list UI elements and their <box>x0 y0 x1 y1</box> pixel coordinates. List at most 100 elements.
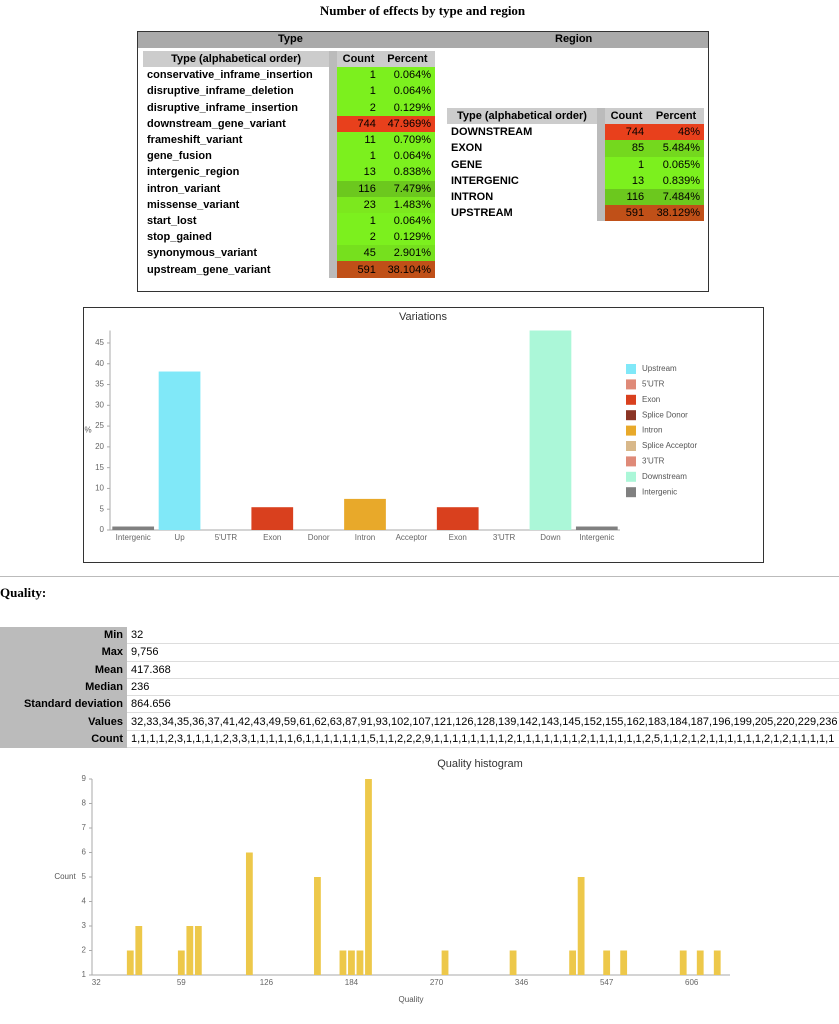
gap <box>329 115 338 132</box>
type-name: missense_variant <box>143 196 330 213</box>
row: disruptive_inframe_insertion 2 0.129% <box>143 99 435 116</box>
legend-swatch <box>626 441 636 451</box>
quality-key: Min <box>0 627 127 645</box>
percent: 1.483% <box>379 196 435 213</box>
gap <box>329 51 338 68</box>
y-tick-label: 6 <box>82 848 87 857</box>
legend-label: 5'UTR <box>642 380 665 389</box>
x-tick-label: Acceptor <box>396 533 428 542</box>
gap <box>329 131 338 149</box>
x-tick-label: Up <box>174 533 185 542</box>
row: intergenic_region 13 0.838% <box>143 164 435 181</box>
quality-key: Max <box>0 643 127 662</box>
quality-value: 236 <box>127 678 839 697</box>
y-tick-label: 0 <box>100 525 105 534</box>
x-tick-label: 270 <box>430 978 444 987</box>
bar <box>251 507 294 530</box>
gap <box>596 124 605 141</box>
x-tick-label: Exon <box>449 533 467 542</box>
quality-value: 417.368 <box>127 661 839 679</box>
bar <box>348 950 355 975</box>
legend-label: Splice Acceptor <box>642 441 697 450</box>
row: EXON 85 5.484% <box>447 140 704 157</box>
count: 116 <box>337 180 380 197</box>
percent: 0.064% <box>379 83 435 100</box>
bar <box>529 330 572 530</box>
percent: 0.064% <box>379 67 435 84</box>
gap <box>329 212 338 230</box>
region-table: Type (alphabetical order) Count Percent DOW… <box>447 108 704 222</box>
percent: 38.104% <box>379 261 435 278</box>
x-tick-label: 5'UTR <box>215 533 238 542</box>
count: 591 <box>337 261 380 278</box>
count: 744 <box>604 124 649 141</box>
bar <box>679 950 687 975</box>
percent: 0.064% <box>379 212 435 230</box>
quality-row: Standard deviation 864.656 <box>0 695 839 714</box>
row: synonymous_variant 45 2.901% <box>143 245 435 262</box>
x-tick-label: Intergenic <box>116 533 151 542</box>
legend-swatch <box>626 425 636 436</box>
percent: 7.479% <box>379 180 435 197</box>
gap <box>329 196 338 213</box>
column-header: Percent <box>648 108 704 125</box>
x-tick-label: 346 <box>515 978 529 987</box>
quality-key: Median <box>0 678 127 697</box>
x-tick-label: 3'UTR <box>493 533 516 542</box>
bar <box>112 526 155 530</box>
quality-heading: Quality: <box>0 585 47 600</box>
x-tick-label: 32 <box>92 978 101 987</box>
y-tick-label: 8 <box>82 799 87 808</box>
percent: 38.129% <box>648 205 704 222</box>
region-header: Region <box>555 33 593 45</box>
row: start_lost 1 0.064% <box>143 212 435 230</box>
y-tick-label: 10 <box>95 484 104 493</box>
legend-label: 3'UTR <box>642 457 665 466</box>
row: GENE 1 0.065% <box>447 156 704 173</box>
type-name: intron_variant <box>143 180 330 197</box>
quality-table: Min 32 Max 9,756 Mean 417.368 Median 236 Standar… <box>0 627 839 749</box>
divider <box>0 576 839 577</box>
quality-value: 9,756 <box>127 643 839 662</box>
x-tick-label: Intron <box>355 533 375 542</box>
quality-value: 32 <box>127 627 839 645</box>
bar <box>436 507 479 530</box>
y-tick-label: 35 <box>95 380 104 389</box>
bar <box>126 950 134 975</box>
bar <box>194 926 202 975</box>
count: 1 <box>337 212 380 230</box>
x-tick-label: Intergenic <box>579 533 614 542</box>
percent: 5.484% <box>648 140 704 157</box>
type-name: INTRON <box>447 188 597 206</box>
variations-frame <box>83 307 764 563</box>
legend-swatch <box>626 471 636 482</box>
gap <box>329 83 338 100</box>
percent: 0.129% <box>379 99 435 116</box>
type-name: upstream_gene_variant <box>143 261 330 278</box>
y-axis-label: Count <box>54 872 76 881</box>
type-name: start_lost <box>143 212 330 230</box>
percent: 0.065% <box>648 156 704 173</box>
y-tick-label: 3 <box>82 921 87 930</box>
count: 11 <box>337 131 380 149</box>
bar <box>158 371 201 530</box>
quality-value: 32,33,34,35,36,37,41,42,43,49,59,61,62,6… <box>127 712 839 731</box>
type-name: UPSTREAM <box>447 205 597 222</box>
quality-value: 1,1,1,1,2,3,1,1,1,1,2,3,3,1,1,1,1,1,6,1,… <box>127 730 839 749</box>
gap <box>329 67 338 84</box>
legend-swatch <box>626 379 636 390</box>
row: disruptive_inframe_deletion 1 0.064% <box>143 83 435 100</box>
row: conservative_inframe_insertion 1 0.064% <box>143 67 435 84</box>
percent: 0.838% <box>379 164 435 181</box>
legend-swatch <box>626 456 636 467</box>
row: downstream_gene_variant 744 47.969% <box>143 115 435 132</box>
type-table: Type (alphabetical order) Count Percent con… <box>143 51 435 278</box>
header-row: Type (alphabetical order) Count Percent <box>143 51 435 68</box>
count: 2 <box>337 229 380 246</box>
row: UPSTREAM 591 38.129% <box>447 205 704 222</box>
type-header: Type <box>278 33 303 45</box>
bar <box>245 852 253 975</box>
percent: 0.129% <box>379 229 435 246</box>
quality-row: Mean 417.368 <box>0 661 839 679</box>
gap <box>596 205 605 222</box>
